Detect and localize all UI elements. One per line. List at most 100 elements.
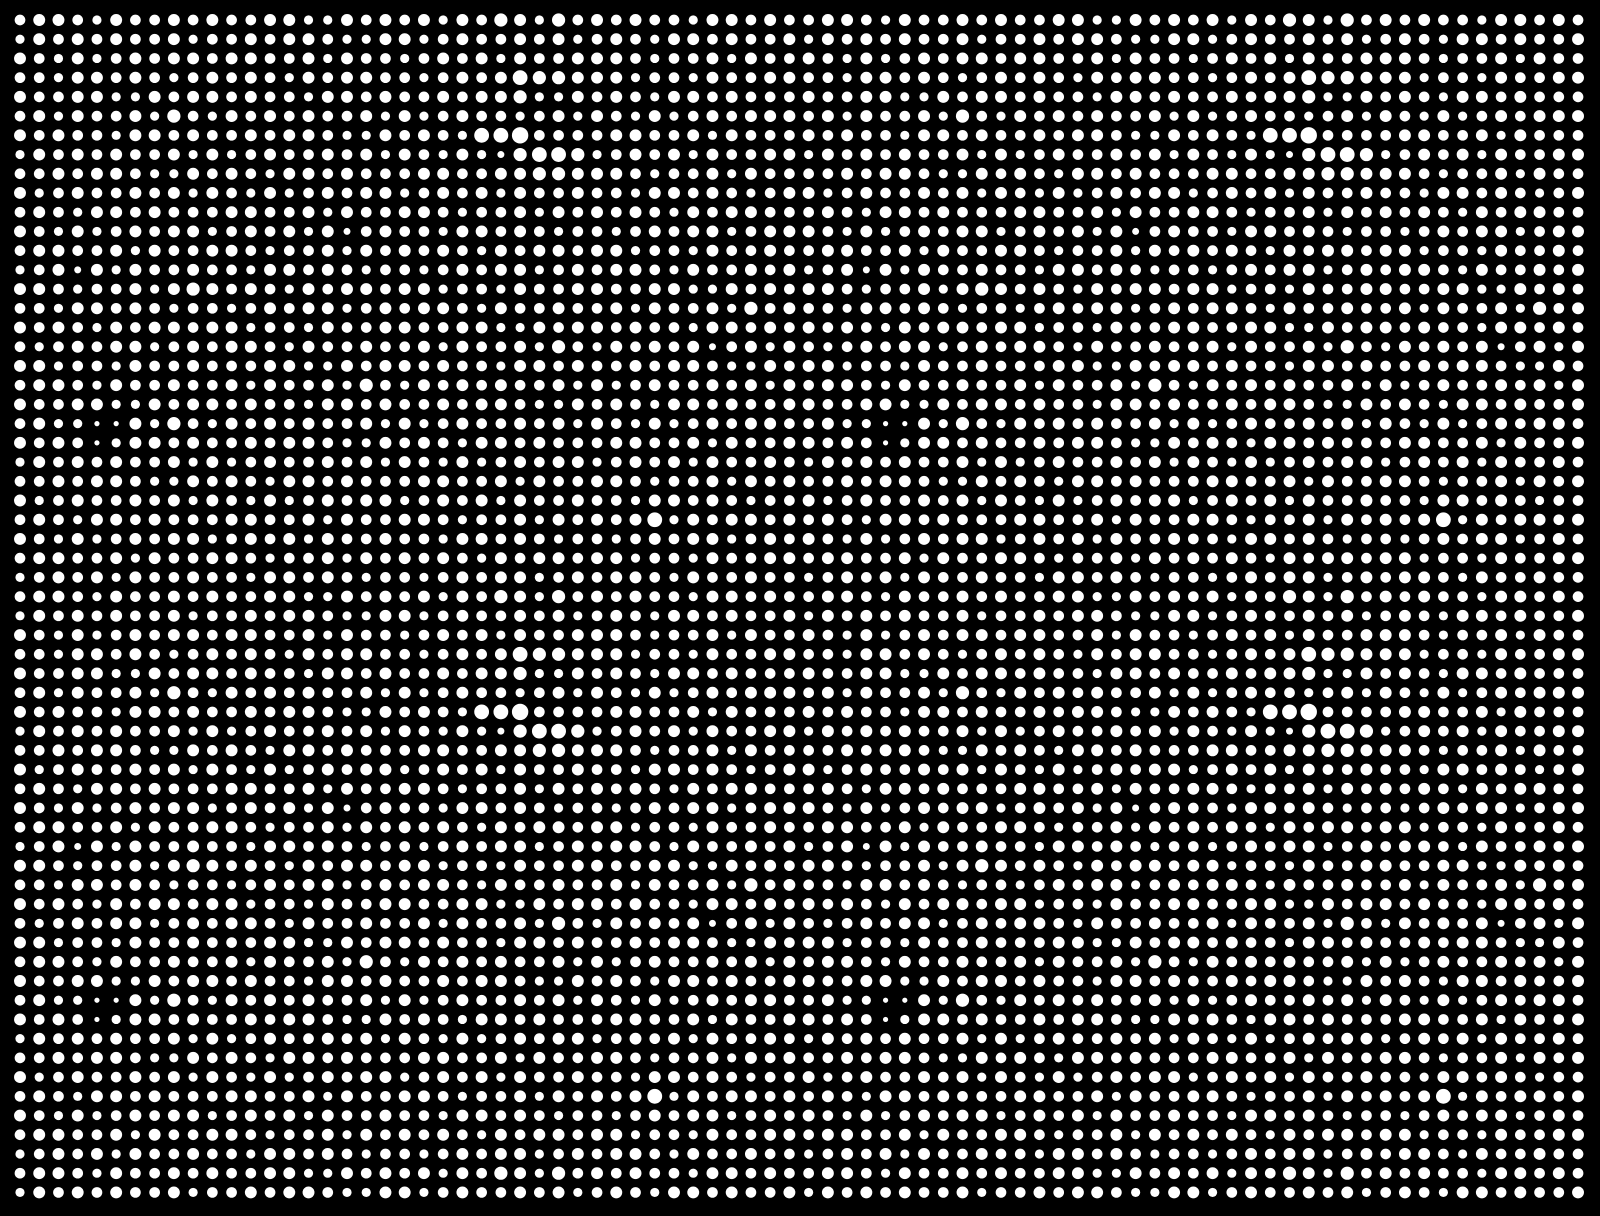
halftone-dot	[130, 379, 141, 391]
halftone-dot	[1379, 1051, 1392, 1064]
halftone-dot	[1264, 745, 1276, 756]
halftone-dot	[1322, 1013, 1334, 1026]
halftone-dot	[784, 937, 795, 948]
halftone-dot	[130, 1090, 141, 1102]
halftone-dot	[514, 167, 527, 180]
halftone-dot	[437, 244, 450, 257]
halftone-dot	[1322, 1051, 1334, 1064]
halftone-dot	[399, 668, 411, 679]
halftone-dot	[534, 515, 544, 525]
halftone-dot	[1071, 571, 1084, 584]
halftone-dot	[14, 225, 26, 238]
halftone-dot	[1282, 127, 1297, 143]
halftone-dot	[938, 1053, 948, 1063]
halftone-dot	[167, 1032, 180, 1045]
halftone-dot	[1379, 14, 1392, 26]
halftone-dot	[437, 994, 449, 1006]
halftone-dot	[1514, 552, 1526, 564]
halftone-dot	[1148, 1128, 1161, 1141]
halftone-dot	[784, 129, 795, 141]
halftone-dot	[496, 361, 506, 371]
halftone-dot	[1054, 1130, 1064, 1140]
halftone-dot	[668, 341, 680, 353]
halftone-dot	[688, 553, 698, 563]
halftone-dot	[1360, 1148, 1373, 1160]
halftone-dot	[494, 263, 507, 276]
halftone-dot	[399, 1167, 411, 1179]
halftone-dot	[321, 975, 334, 987]
halftone-dot	[110, 1167, 123, 1180]
halftone-dot	[591, 590, 603, 603]
halftone-dot	[130, 456, 141, 468]
halftone-dot	[1207, 937, 1218, 948]
halftone-dot	[1495, 590, 1508, 603]
halftone-dot	[303, 841, 314, 852]
halftone-dot	[841, 590, 854, 603]
halftone-dot	[533, 475, 546, 488]
halftone-dot	[1014, 437, 1026, 449]
halftone-dot	[283, 475, 296, 488]
halftone-dot	[33, 399, 45, 410]
halftone-dot	[438, 1034, 448, 1044]
halftone-dot	[1322, 552, 1334, 565]
halftone-dot	[1225, 1071, 1238, 1084]
halftone-dot	[1495, 379, 1508, 392]
halftone-dot	[437, 129, 449, 141]
halftone-dot	[1168, 648, 1180, 660]
halftone-dot	[1245, 898, 1257, 911]
halftone-dot	[457, 515, 467, 525]
halftone-dot	[149, 1167, 160, 1179]
halftone-dot	[975, 917, 988, 930]
halftone-dot	[1014, 52, 1027, 65]
halftone-dot	[1111, 937, 1121, 948]
halftone-dot	[1322, 706, 1334, 718]
halftone-dot	[707, 33, 718, 45]
halftone-dot	[552, 244, 565, 257]
halftone-dot	[898, 1167, 911, 1180]
halftone-dot	[92, 957, 102, 967]
halftone-dot	[14, 341, 26, 353]
halftone-dot	[303, 264, 314, 276]
halftone-dot	[110, 687, 122, 699]
halftone-dot	[1227, 1168, 1237, 1178]
halftone-dot	[1092, 1110, 1102, 1121]
halftone-dot	[437, 187, 450, 199]
halftone-dot	[1150, 841, 1160, 852]
halftone-dot	[860, 648, 873, 661]
halftone-dot	[456, 379, 469, 392]
halftone-dot	[1533, 475, 1546, 488]
halftone-dot	[1187, 859, 1200, 872]
halftone-dot	[1303, 437, 1315, 449]
halftone-dot	[1264, 225, 1277, 238]
halftone-dot	[534, 533, 545, 545]
halftone-dot	[821, 513, 834, 526]
halftone-dot	[321, 321, 334, 334]
halftone-dot	[764, 53, 776, 64]
halftone-dot	[880, 380, 891, 390]
halftone-dot	[1553, 495, 1565, 506]
halftone-dot	[360, 110, 373, 123]
halftone-dot	[957, 264, 968, 276]
halftone-dot	[283, 322, 295, 333]
halftone-dot	[15, 149, 25, 160]
halftone-dot	[1187, 782, 1200, 795]
halftone-dot	[1476, 879, 1488, 891]
halftone-dot	[1380, 129, 1392, 141]
halftone-dot	[534, 1091, 544, 1101]
halftone-dot	[72, 168, 84, 180]
halftone-dot	[91, 495, 103, 506]
halftone-dot	[342, 553, 352, 563]
halftone-dot	[1283, 398, 1296, 411]
halftone-dot	[1264, 1071, 1277, 1084]
halftone-dot	[477, 303, 487, 313]
halftone-dot	[323, 937, 333, 948]
halftone-dot	[725, 975, 738, 987]
halftone-dot	[975, 629, 988, 641]
halftone-dot	[341, 187, 353, 199]
halftone-dot	[1286, 727, 1294, 735]
halftone-dot	[1495, 668, 1507, 679]
halftone-dot	[937, 1167, 949, 1179]
halftone-dot	[1572, 1013, 1584, 1026]
halftone-dot	[1054, 169, 1064, 179]
halftone-dot	[226, 668, 237, 679]
